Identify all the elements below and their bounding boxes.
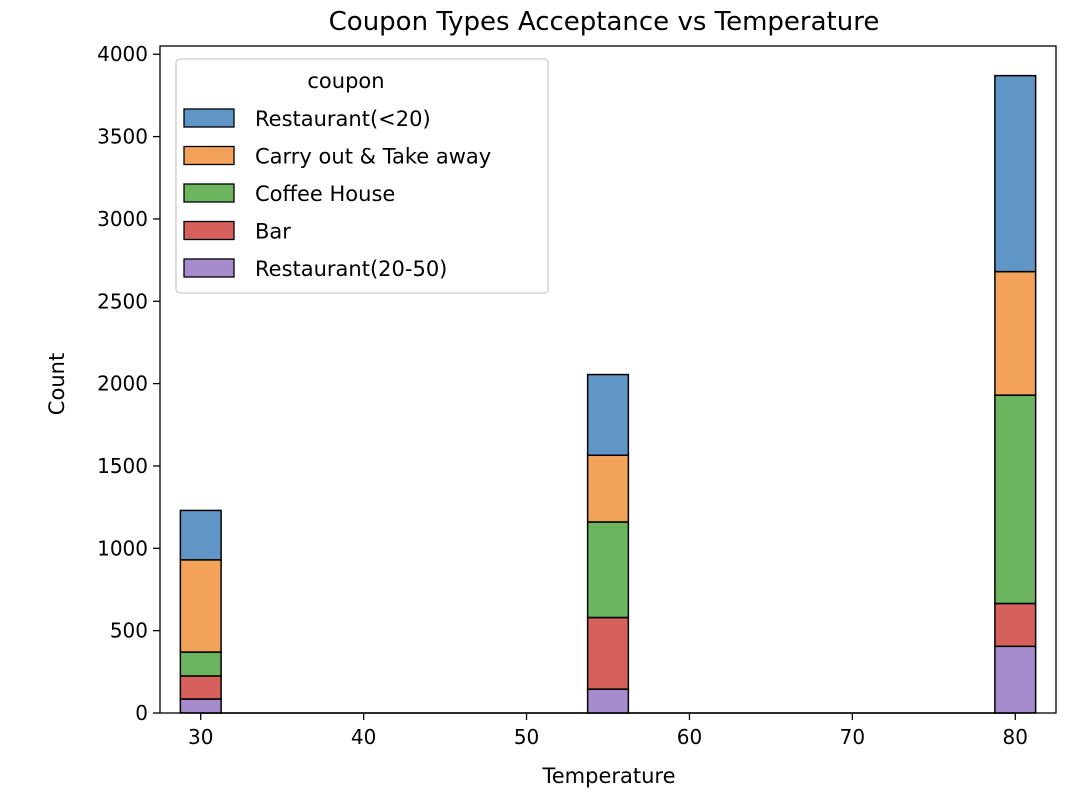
y-tick-label-3000: 3000: [97, 207, 148, 231]
legend-title: coupon: [307, 69, 384, 93]
y-axis-label: Count: [45, 353, 69, 415]
x-tick-label-40: 40: [351, 725, 376, 749]
legend-label-restaurant-20: Restaurant(<20): [255, 107, 431, 131]
bar-carry-out-take-away-80: [994, 270, 1037, 396]
legend: coupon Restaurant(<20) Carry out & Take aw…: [175, 58, 549, 294]
bar-bar-30: [179, 675, 222, 700]
y-tick-label-500: 500: [110, 619, 148, 643]
bar-restaurant-20-80: [994, 74, 1037, 273]
bar-coffee-house-55: [586, 521, 630, 619]
legend-frame: [175, 58, 549, 294]
bar-restaurant-20-50-80: [994, 645, 1037, 714]
bar-restaurant-20-50-30: [179, 698, 222, 714]
y-tick-label-1500: 1500: [97, 454, 148, 478]
y-tick-label-1000: 1000: [97, 536, 148, 560]
bar-bar-80: [994, 602, 1037, 648]
x-tick-label-60: 60: [677, 725, 702, 749]
bar-carry-out-take-away-55: [586, 454, 630, 523]
x-axis-label: Temperature: [541, 764, 675, 788]
legend-label-carry-out-take-away: Carry out & Take away: [255, 145, 491, 169]
legend-swatch-restaurant-20-50: [183, 258, 235, 278]
chart-title: Coupon Types Acceptance vs Temperature: [329, 7, 880, 37]
legend-label-restaurant-20-50: Restaurant(20-50): [255, 257, 447, 281]
x-tick-label-70: 70: [840, 725, 865, 749]
x-tick-label-30: 30: [188, 725, 213, 749]
y-tick-label-2500: 2500: [97, 289, 148, 313]
legend-label-coffee-house: Coffee House: [255, 182, 395, 206]
bar-coffee-house-30: [179, 651, 222, 677]
plot-area: [179, 74, 1037, 714]
bar-restaurant-20-50-55: [586, 688, 630, 714]
bar-restaurant-20-55: [586, 373, 630, 457]
legend-swatch-restaurant-20: [183, 108, 235, 128]
bar-bar-55: [586, 616, 630, 690]
x-tick-label-50: 50: [514, 725, 539, 749]
legend-swatch-coffee-house: [183, 183, 235, 203]
bar-carry-out-take-away-30: [179, 559, 222, 653]
y-tick-label-0: 0: [135, 701, 148, 725]
axes-frame: [159, 45, 1057, 714]
bar-restaurant-20-30: [179, 509, 222, 561]
y-tick-label-3500: 3500: [97, 125, 148, 149]
y-tick-label-2000: 2000: [97, 372, 148, 396]
legend-swatch-carry-out-take-away: [183, 145, 235, 166]
legend-swatch-bar: [183, 220, 235, 241]
y-tick-label-4000: 4000: [97, 42, 148, 66]
legend-label-bar: Bar: [255, 220, 291, 244]
axes: 30 40 50 60 70 80 0 500 1000 1500 2000 2500 3000 3500…: [97, 42, 1057, 749]
bar-coffee-house-80: [994, 394, 1037, 605]
x-tick-label-80: 80: [1003, 725, 1028, 749]
